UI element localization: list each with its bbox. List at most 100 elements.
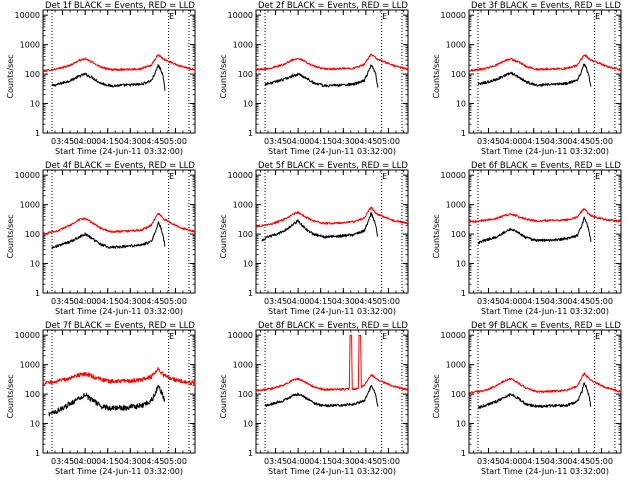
- panel-det-8: Det 8f BLACK = Events, RED = LLD 1 10 100 10…: [219, 321, 409, 476]
- x-tick-label: 05:00: [164, 457, 187, 466]
- x-tick-label: 03:45: [477, 457, 500, 466]
- x-tick-label: 04:15: [96, 297, 119, 306]
- y-tick-label: 10000: [441, 171, 466, 180]
- x-axis-label: Start Time (24-Jun-11 03:32:00): [268, 307, 396, 316]
- x-tick-label: 04:00: [287, 297, 310, 306]
- x-tick-label: 04:30: [119, 457, 142, 466]
- series-line-lld: [42, 54, 196, 73]
- series-line-lld: [468, 208, 622, 224]
- series-line-events: [477, 63, 592, 87]
- y-tick-label: 10: [30, 260, 40, 269]
- x-tick-label: 04:45: [354, 297, 377, 306]
- series-line-lld: [255, 53, 409, 72]
- event-marker: E: [382, 172, 387, 181]
- x-axis-label: Start Time (24-Jun-11 03:32:00): [481, 307, 609, 316]
- x-tick-label: 04:15: [309, 297, 332, 306]
- x-axis-label: Start Time (24-Jun-11 03:32:00): [481, 467, 609, 476]
- y-axis-label: Counts/sec: [219, 374, 228, 418]
- series-line-events: [477, 216, 592, 245]
- series-line-lld: [468, 372, 622, 394]
- y-axis-label: Counts/sec: [6, 54, 15, 98]
- x-tick-label: 04:00: [500, 297, 523, 306]
- y-tick-label: 1000: [233, 41, 253, 50]
- panel-det-3: Det 3f BLACK = Events, RED = LLD 1 10 100 10…: [432, 1, 622, 156]
- y-tick-label: 10000: [228, 11, 253, 20]
- y-tick-label: 10000: [15, 171, 40, 180]
- y-tick-label: 10: [456, 100, 466, 109]
- y-tick-label: 1: [35, 289, 40, 298]
- series-line-events: [51, 63, 166, 91]
- x-tick-label: 04:45: [141, 297, 164, 306]
- event-marker: E: [595, 12, 600, 21]
- series-line-lld: [42, 212, 196, 236]
- event-marker: E: [382, 12, 387, 21]
- x-tick-label: 04:15: [309, 137, 332, 146]
- series-line-events: [48, 384, 166, 417]
- x-tick-label: 04:30: [545, 457, 568, 466]
- y-tick-label: 1: [248, 449, 253, 458]
- event-marker: E: [595, 332, 600, 341]
- series-line-events: [261, 212, 379, 242]
- panel-det-7: Det 7f BLACK = Events, RED = LLD 1 10 100 10…: [6, 321, 196, 476]
- y-axis-label: Counts/sec: [6, 374, 15, 418]
- y-tick-label: 1000: [20, 41, 40, 50]
- panel-title: Det 8f BLACK = Events, RED = LLD: [258, 321, 408, 331]
- event-marker: E: [382, 332, 387, 341]
- x-tick-label: 03:45: [477, 297, 500, 306]
- plot-frame: [255, 9, 409, 134]
- y-tick-label: 1000: [446, 361, 466, 370]
- x-tick-label: 05:00: [164, 297, 187, 306]
- plot-frame: [255, 329, 409, 454]
- y-tick-label: 1: [461, 129, 466, 138]
- x-tick-label: 04:30: [545, 137, 568, 146]
- y-tick-label: 10000: [228, 171, 253, 180]
- x-tick-label: 04:00: [287, 457, 310, 466]
- y-tick-label: 1: [35, 449, 40, 458]
- y-tick-label: 10000: [15, 11, 40, 20]
- x-axis-label: Start Time (24-Jun-11 03:32:00): [268, 467, 396, 476]
- event-marker: E: [169, 332, 174, 341]
- plot-frame: [42, 329, 196, 454]
- x-tick-label: 05:00: [377, 137, 400, 146]
- x-tick-label: 03:45: [264, 297, 287, 306]
- y-tick-label: 1000: [446, 201, 466, 210]
- y-axis-label: Counts/sec: [432, 214, 441, 258]
- x-tick-label: 04:15: [96, 137, 119, 146]
- plot-frame: [255, 169, 409, 294]
- x-tick-label: 04:45: [354, 137, 377, 146]
- x-tick-label: 03:45: [264, 137, 287, 146]
- event-marker: E: [169, 172, 174, 181]
- x-axis-label: Start Time (24-Jun-11 03:32:00): [55, 467, 183, 476]
- x-tick-label: 04:45: [567, 297, 590, 306]
- x-tick-label: 04:15: [522, 137, 545, 146]
- y-tick-label: 100: [238, 390, 253, 399]
- x-tick-label: 04:15: [522, 457, 545, 466]
- y-axis-label: Counts/sec: [432, 374, 441, 418]
- plot-frame: [42, 9, 196, 134]
- y-axis-label: Counts/sec: [219, 214, 228, 258]
- series-line-events: [264, 385, 379, 408]
- x-tick-label: 04:30: [119, 137, 142, 146]
- x-tick-label: 05:00: [164, 137, 187, 146]
- panel-det-9: Det 9f BLACK = Events, RED = LLD 1 10 100 10…: [432, 321, 622, 476]
- panel-det-4: Det 4f BLACK = Events, RED = LLD 1 10 100 10…: [6, 161, 196, 316]
- y-axis-label: Counts/sec: [6, 214, 15, 258]
- x-tick-label: 04:45: [141, 457, 164, 466]
- y-tick-label: 10000: [15, 331, 40, 340]
- y-tick-label: 10000: [441, 11, 466, 20]
- x-tick-label: 04:15: [309, 457, 332, 466]
- panel-title: Det 5f BLACK = Events, RED = LLD: [258, 161, 408, 171]
- x-tick-label: 04:15: [96, 457, 119, 466]
- x-tick-label: 04:45: [567, 457, 590, 466]
- y-tick-label: 100: [25, 230, 40, 239]
- panel-title: Det 7f BLACK = Events, RED = LLD: [45, 321, 195, 331]
- x-tick-label: 03:45: [51, 137, 74, 146]
- panel-det-5: Det 5f BLACK = Events, RED = LLD 1 10 100 10…: [219, 161, 409, 316]
- x-tick-label: 03:45: [51, 457, 74, 466]
- series-line-lld: [255, 334, 409, 392]
- panel-title: Det 2f BLACK = Events, RED = LLD: [258, 1, 408, 11]
- x-tick-label: 05:00: [590, 137, 613, 146]
- plot-frame: [468, 169, 622, 294]
- event-marker: E: [169, 12, 174, 21]
- series-line-events: [51, 221, 166, 249]
